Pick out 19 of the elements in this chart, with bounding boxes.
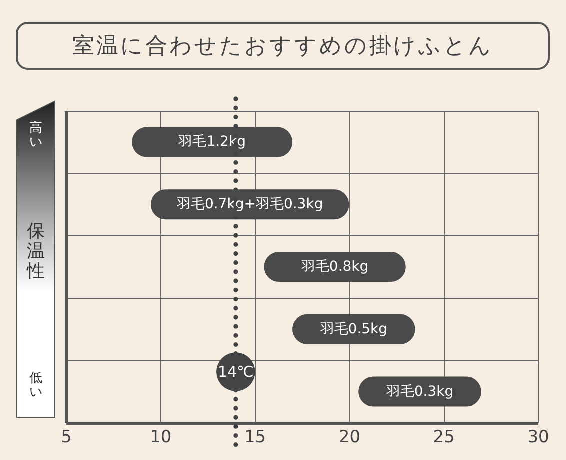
y-tick-label: 羽毛0.8kg bbox=[300, 259, 369, 275]
y-tick-label: 羽毛0.3kg bbox=[385, 384, 454, 400]
x-tick-label: 20 bbox=[338, 428, 361, 448]
y-tick-label: 羽毛0.5kg bbox=[319, 321, 388, 338]
chart-title: 室温に合わせたおすすめの掛けふとん bbox=[16, 22, 550, 70]
text: 低い bbox=[28, 371, 44, 401]
x-tick-label: 10 bbox=[150, 428, 172, 448]
bar bbox=[264, 252, 406, 282]
x-tick-label: 5 bbox=[61, 428, 72, 448]
y-axis-title: 保温性 bbox=[26, 221, 46, 282]
text: 高い bbox=[28, 121, 44, 151]
x-tick-label: 25 bbox=[433, 428, 455, 448]
y-tick-label: 羽毛1.2kg bbox=[178, 134, 246, 150]
y-tick-label: 羽毛0.7kg+羽毛0.3kg bbox=[176, 196, 324, 213]
x-tick-label: 15 bbox=[244, 428, 266, 448]
bar bbox=[358, 376, 482, 407]
x-tick-label: 30 bbox=[528, 428, 550, 448]
ref-line-label: 14℃ bbox=[218, 363, 254, 381]
bar bbox=[292, 314, 416, 344]
